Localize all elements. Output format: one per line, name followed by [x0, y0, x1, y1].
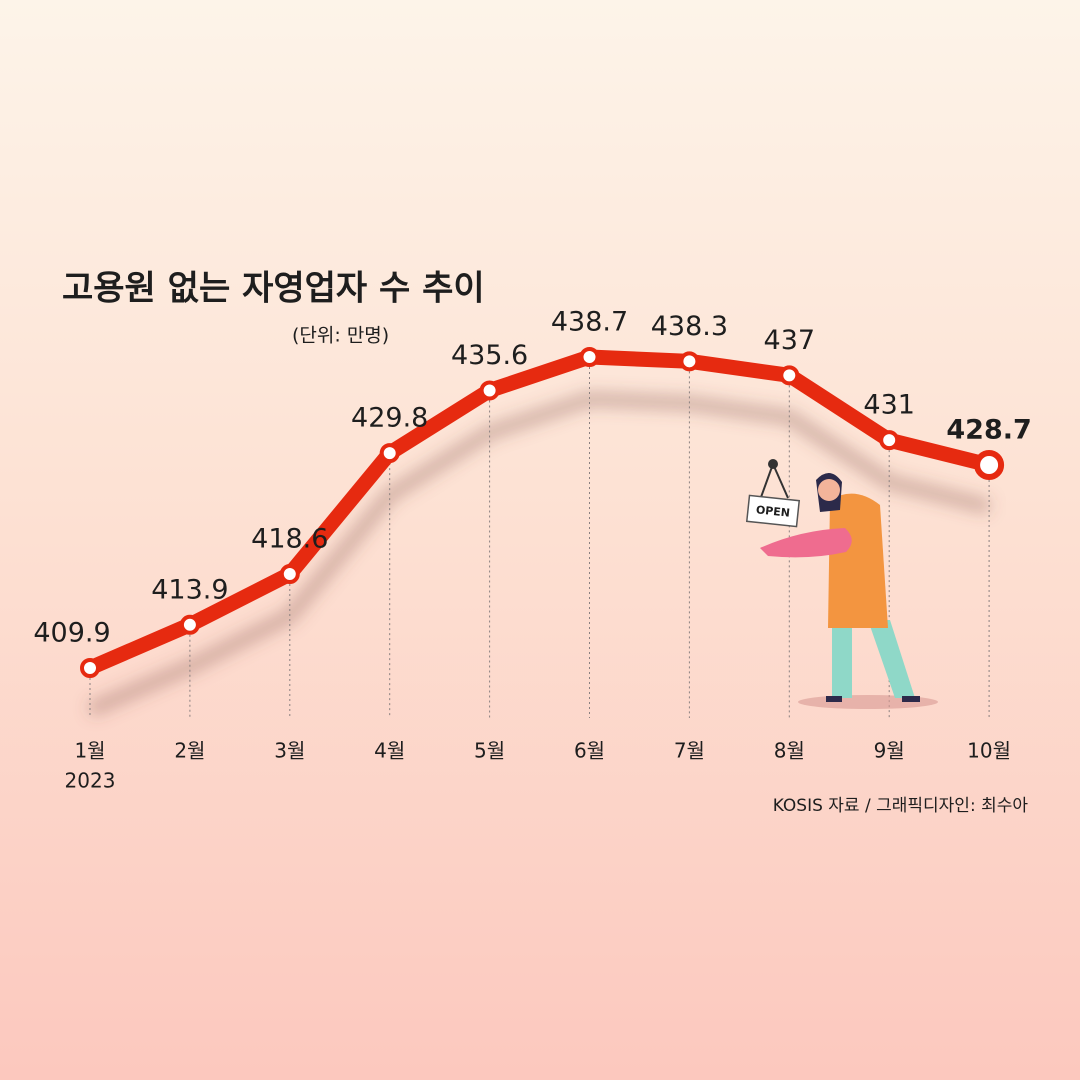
value-label: 429.8: [351, 403, 428, 434]
value-label: 418.6: [251, 524, 328, 555]
x-tick-label: 8월: [774, 739, 805, 763]
sign-text: OPEN: [755, 503, 790, 519]
x-tick-label: 2월: [174, 739, 205, 763]
chart-title: 고용원 없는 자영업자 수 추이: [62, 269, 485, 309]
x-tick-label: 1월: [74, 739, 105, 763]
point: [879, 430, 900, 451]
point: [80, 658, 100, 678]
value-label: 409.9: [33, 618, 110, 649]
x-tick-label: 10월: [967, 739, 1011, 763]
year-label: 2023: [65, 769, 116, 793]
value-label: 435.6: [451, 340, 528, 371]
value-label: 413.9: [151, 574, 228, 605]
point: [679, 351, 700, 372]
value-label: 437: [764, 325, 816, 356]
x-tick-label: 6월: [574, 739, 605, 763]
x-tick-label: 7월: [674, 739, 705, 763]
value-label: 438.7: [551, 307, 628, 338]
point: [279, 564, 300, 585]
line: [82, 349, 997, 676]
point: [579, 347, 600, 367]
illustration: OPEN: [745, 459, 938, 709]
value-label: 428.7: [946, 414, 1031, 445]
source-note: KOSIS 자료 / 그래픽디자인: 최수아: [773, 796, 1029, 816]
line-shadow: [87, 391, 991, 717]
value-label: 438.3: [651, 311, 728, 342]
point: [779, 365, 800, 386]
chart-subtitle: (단위: 만명): [292, 325, 389, 347]
x-tick-label: 3월: [274, 739, 305, 763]
x-tick-label: 9월: [874, 739, 905, 763]
plot-area: 409.9 1월 413.9 2월 418.6 3월 429.8 4월 435.6 5월 438.7…: [33, 307, 1031, 793]
x-tick-label: 4월: [374, 739, 405, 763]
x-tick-label: 5월: [474, 739, 505, 763]
point: [379, 443, 400, 464]
point: [479, 380, 500, 401]
value-label: 431: [863, 390, 915, 421]
point: [179, 614, 200, 635]
point: [974, 449, 1005, 480]
